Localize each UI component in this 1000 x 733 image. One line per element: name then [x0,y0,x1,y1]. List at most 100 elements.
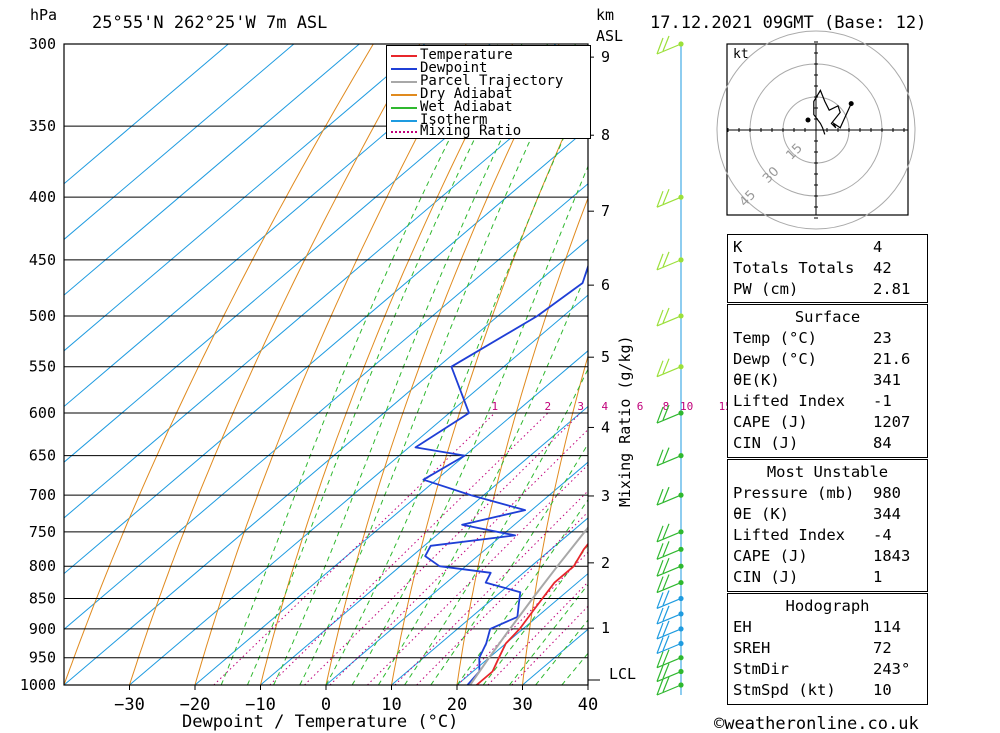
index-row: EH 114 [728,617,927,638]
wind-barb-staff [656,684,682,696]
wind-barb [656,447,682,467]
isotherm-line [64,183,588,630]
height-unit-asl: ASL [596,27,623,45]
chart-legend: Temperature Dewpoint Parcel Trajectory D… [386,45,591,139]
isotherm-line [194,350,588,685]
wind-barb [656,523,682,543]
wind-barb-flag [656,559,664,577]
wind-barb-flag [656,678,664,696]
index-key: CAPE (J) [733,547,808,565]
legend-swatch [391,68,417,70]
isotherm-line [64,238,588,685]
legend-label: Isotherm [420,112,488,128]
isotherm-line [129,294,588,685]
isotherm-line [64,44,360,296]
wind-barb-dot [678,194,684,200]
mixing-ratio-label: 6 [637,400,644,413]
wind-barb-flag [662,590,670,606]
wind-barb-staff [656,531,682,543]
mixing-ratio-label: 8 [663,400,670,413]
index-key: K [733,238,743,256]
pressure-tick-label: 500 [29,307,56,325]
index-value: -1 [873,392,892,410]
index-row: PW (cm) 2.81 [728,279,927,300]
index-key: SREH [733,639,771,657]
indices-most-unstable-box: Most Unstable Pressure (mb) 980 θE (K) 344… [727,459,928,592]
dry-adiabat-line [129,44,421,685]
wet-adiabat-line [299,44,576,685]
wet-adiabat-line [246,44,523,685]
legend-swatch [391,94,417,96]
legend-item-isotherm: Isotherm [387,112,587,128]
index-value: 341 [873,371,901,389]
legend-swatch [391,107,417,109]
legend-label: Parcel Trajectory [420,73,564,89]
index-row: CIN (J) 1 [728,567,927,588]
wind-barb-flag [662,663,670,679]
wind-barb-flag [662,486,670,503]
index-value: 1843 [873,547,911,565]
pressure-tick-label: 900 [29,620,56,638]
index-row: θE (K) 344 [728,504,927,525]
wind-barb-flag [656,543,664,560]
temperature-tick-label: 40 [578,695,598,715]
index-value: 2.81 [873,280,911,298]
index-value: 23 [873,329,892,347]
legend-swatch [391,120,417,122]
pressure-tick-label: 300 [29,35,56,53]
wind-barb-flag [656,190,664,208]
pressure-unit-label: hPa [30,6,57,24]
isotherm-line [64,44,295,241]
index-key: StmDir [733,660,789,678]
legend-item-wet-adiabat: Wet Adiabat [387,100,587,114]
dry-adiabat-line [260,44,514,685]
index-value: 344 [873,505,901,523]
wind-barb [656,251,682,271]
copyright-text: ©weatheronline.co.uk [714,714,919,733]
profile-traces [414,263,588,685]
dry-adiabat-line [64,44,374,685]
wind-barb-flag [656,525,664,543]
hodograph-end-point [848,101,854,107]
wind-barb-flag [662,635,670,651]
index-key: Temp (°C) [733,329,817,347]
wind-barb-staff [656,582,682,594]
legend-label: Dry Adiabat [420,86,513,102]
temperature-tick-label: 20 [447,695,467,715]
pressure-tick-label: 600 [29,404,56,422]
wind-barb-flag [662,188,670,205]
wind-barb-flag [656,253,664,271]
height-tick-label: 1 [601,619,610,637]
wind-barb [656,188,682,208]
wet-adiabat-line [482,544,588,685]
index-row: SREH 72 [728,638,927,659]
temperature-trace [476,542,588,685]
wind-barb-flag [662,574,670,590]
wind-barb-flag [656,607,664,625]
index-value: 10 [873,681,892,699]
wind-barb-flag [656,576,664,593]
wind-barb-flag [656,449,664,466]
index-row: Lifted Index -4 [728,525,927,546]
pressure-tick-label: 800 [29,557,56,575]
isotherm-line [64,127,588,575]
temperature-tick-label: 0 [321,695,331,715]
wind-barb-flag [656,488,664,506]
wind-barb-flag [662,649,670,665]
wind-barb [656,663,682,683]
legend-item-parcel: Parcel Trajectory [387,73,587,89]
wind-barb-flag [662,620,670,637]
most-unstable-title: Most Unstable [766,463,889,481]
mixing-ratio-label: 2 [545,400,552,413]
pressure-tick-label: 650 [29,447,56,465]
index-key: Totals Totals [733,259,855,277]
wind-barb [656,620,682,640]
index-row: Dewp (°C) 21.6 [728,349,927,370]
wind-barb-staff [656,196,682,208]
pressure-tick-label: 950 [29,649,56,667]
height-unit-km: km [596,6,614,24]
mixing-ratio-line [329,428,588,685]
mixing-ratio-axis-label: Mixing Ratio (g/kg) [616,335,634,507]
